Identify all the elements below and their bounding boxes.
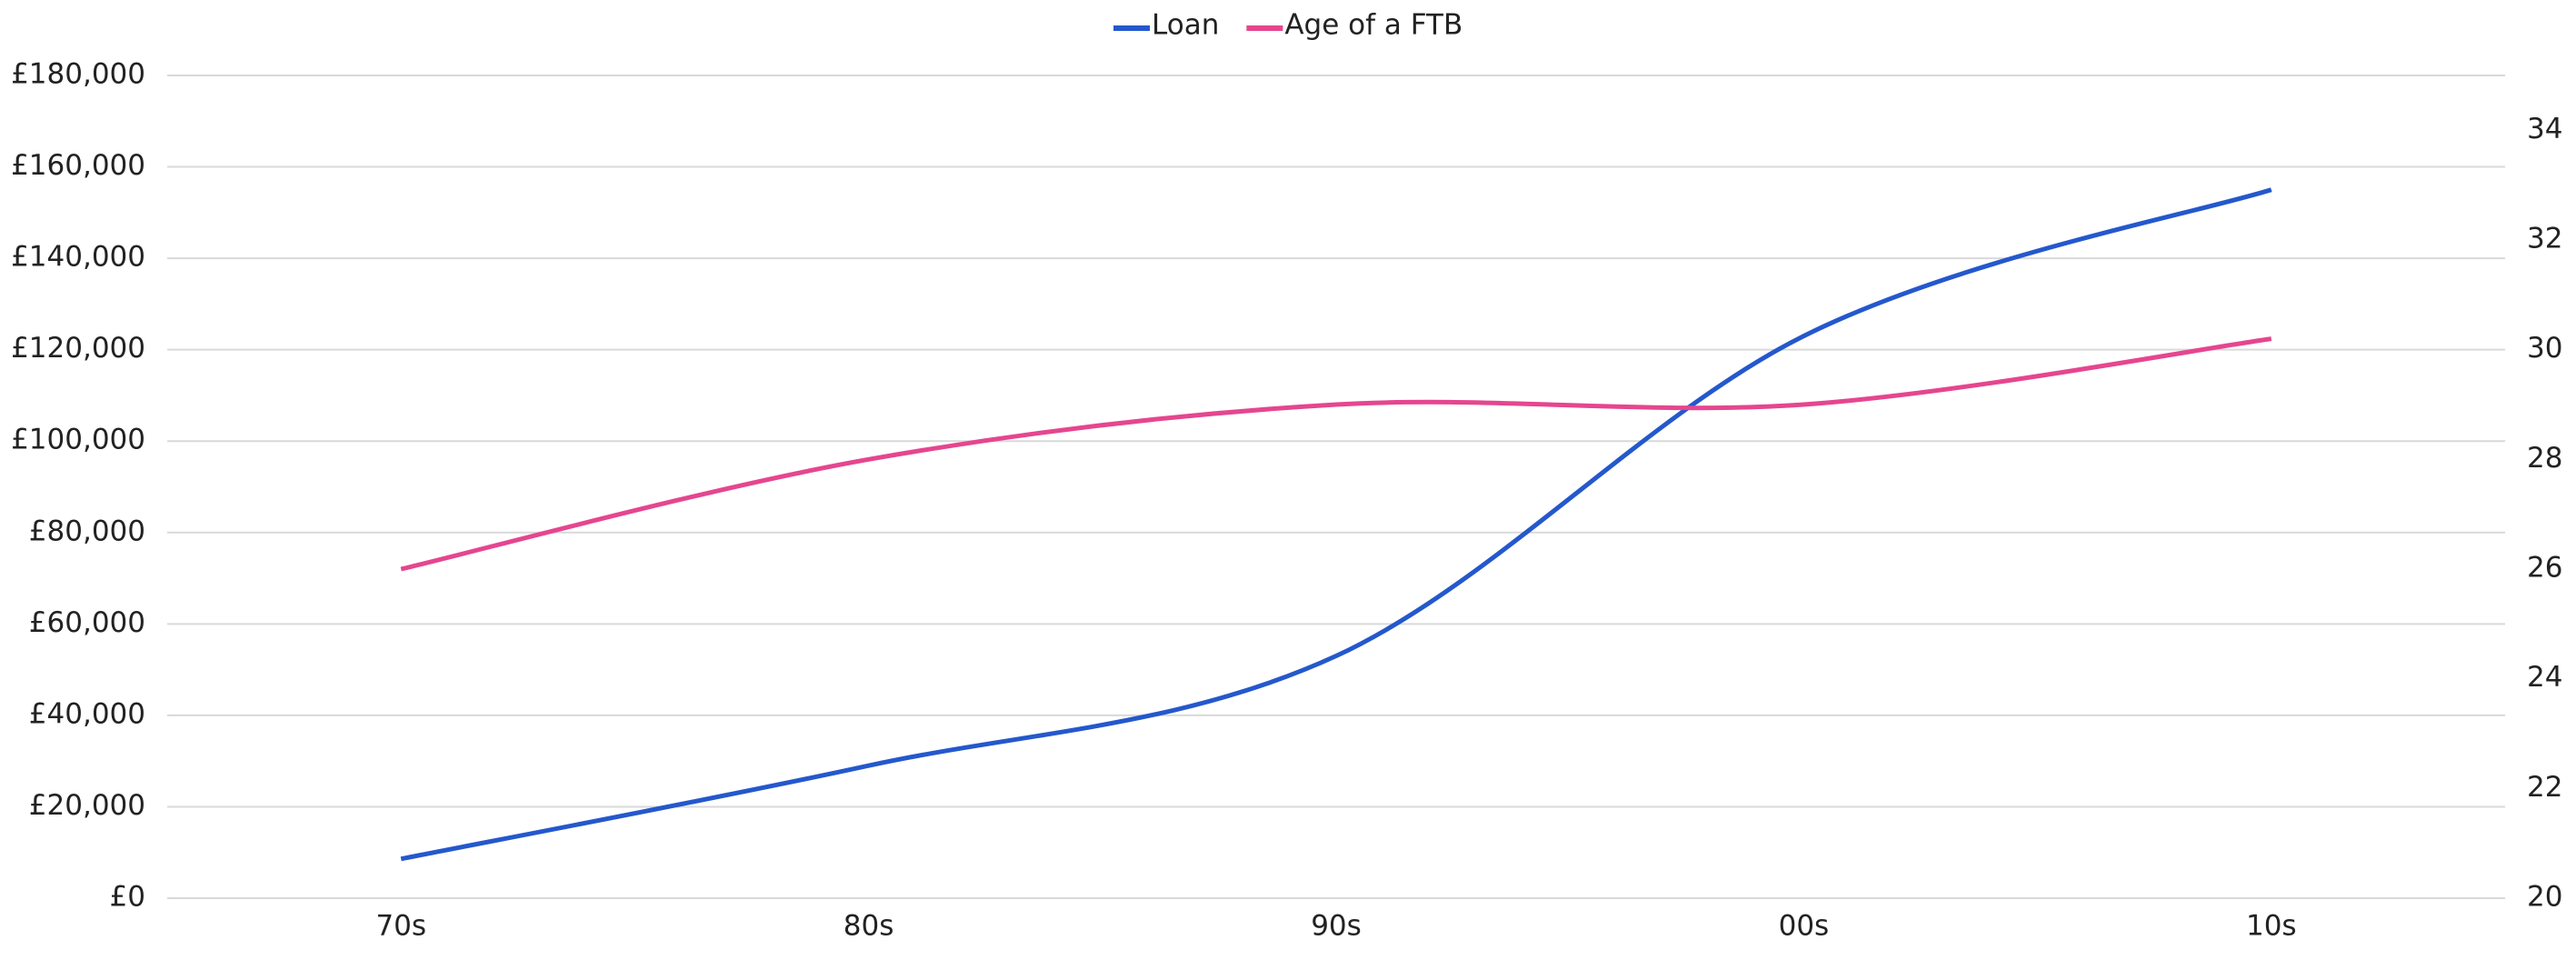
y-tick-label: £60,000 bbox=[29, 606, 145, 639]
legend-label: Loan bbox=[1152, 9, 1219, 42]
y-tick-label: £0 bbox=[110, 881, 145, 914]
line bbox=[400, 336, 2272, 572]
y-tick-label: £100,000 bbox=[11, 424, 145, 456]
line bbox=[400, 187, 2272, 862]
y2-tick-label: 28 bbox=[2527, 442, 2562, 475]
y-tick-label: £120,000 bbox=[11, 332, 145, 365]
y2-tick-label: 32 bbox=[2527, 223, 2562, 255]
y2-tick-label: 34 bbox=[2527, 113, 2562, 145]
x-tick-label: 80s bbox=[844, 910, 894, 943]
x-tick-label: 70s bbox=[375, 910, 426, 943]
y2-tick-label: 22 bbox=[2527, 771, 2562, 804]
y-tick-label: £20,000 bbox=[29, 789, 145, 822]
x-tick-label: 00s bbox=[1779, 910, 1830, 943]
legend-label: Age of a FTB bbox=[1284, 9, 1463, 42]
y-tick-label: £80,000 bbox=[29, 515, 145, 547]
x-tick-label: 10s bbox=[2246, 910, 2297, 943]
y-tick-label: £140,000 bbox=[11, 241, 145, 274]
y2-tick-label: 26 bbox=[2527, 552, 2562, 585]
y-tick-label: £160,000 bbox=[11, 149, 145, 182]
y2-tick-label: 20 bbox=[2527, 881, 2562, 914]
y-tick-label: £180,000 bbox=[11, 58, 145, 91]
x-tick-label: 90s bbox=[1311, 910, 1362, 943]
y-tick-label: £40,000 bbox=[29, 697, 145, 730]
y2-tick-label: 30 bbox=[2527, 332, 2562, 365]
y2-tick-label: 24 bbox=[2527, 661, 2562, 694]
